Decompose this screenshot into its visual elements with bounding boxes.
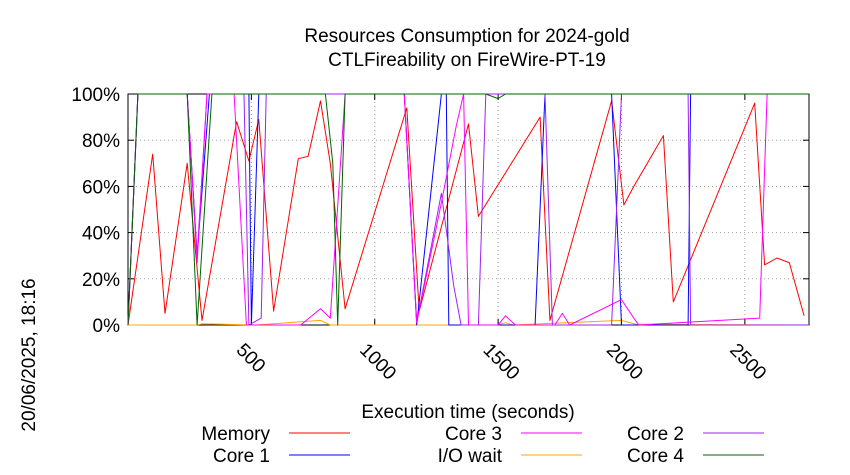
y-tick-label: 80% <box>82 131 120 152</box>
x-tick-label: 500 <box>232 340 269 377</box>
x-axis-label: Execution time (seconds) <box>361 402 574 423</box>
x-tick-label: 1500 <box>479 340 524 385</box>
y-tick-label: 40% <box>82 224 120 245</box>
series-line-memory <box>127 100 805 326</box>
chart-subtitle: CTLFireability on FireWire-PT-19 <box>328 50 606 71</box>
chart-title: Resources Consumption for 2024-gold <box>304 26 629 47</box>
legend-label-i-o-wait: I/O wait <box>438 446 503 467</box>
series-line-i-o-wait <box>128 319 795 326</box>
x-tick-label: 2000 <box>602 340 647 385</box>
y-tick-label: 0% <box>93 316 121 337</box>
x-tick-label: 1000 <box>355 340 400 385</box>
legend-label-core-2: Core 2 <box>627 424 684 445</box>
timestamp-label: 20/06/2025, 18:16 <box>19 278 40 431</box>
legend-label-core-4: Core 4 <box>627 446 684 467</box>
axis-ticks: 0% 20% 40% 60% 80% 100% 500 1000 1500 2000 2500 <box>71 85 809 384</box>
legend-label-memory: Memory <box>201 424 270 445</box>
series-lines <box>127 93 809 326</box>
series-line-core-4 <box>127 93 809 326</box>
legend-label-core-1: Core 1 <box>213 446 270 467</box>
x-tick-label: 2500 <box>725 340 770 385</box>
legend-label-core-3: Core 3 <box>445 424 502 445</box>
y-tick-label: 100% <box>71 85 120 106</box>
y-tick-label: 60% <box>82 177 120 198</box>
y-tick-label: 20% <box>82 270 120 291</box>
